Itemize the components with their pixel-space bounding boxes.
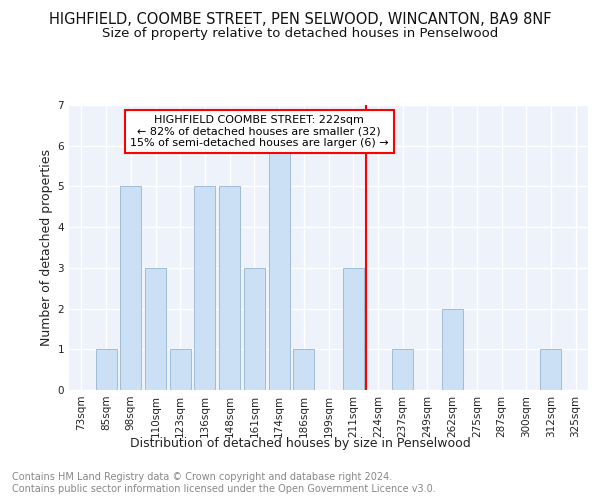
Bar <box>244 268 265 390</box>
Bar <box>170 350 191 390</box>
Bar <box>392 350 413 390</box>
Bar <box>219 186 240 390</box>
Bar <box>120 186 141 390</box>
Bar <box>145 268 166 390</box>
Text: Contains HM Land Registry data © Crown copyright and database right 2024.
Contai: Contains HM Land Registry data © Crown c… <box>12 472 436 494</box>
Bar <box>95 350 116 390</box>
Bar <box>194 186 215 390</box>
Bar <box>343 268 364 390</box>
Bar <box>541 350 562 390</box>
Bar <box>293 350 314 390</box>
Text: Distribution of detached houses by size in Penselwood: Distribution of detached houses by size … <box>130 438 470 450</box>
Text: HIGHFIELD, COOMBE STREET, PEN SELWOOD, WINCANTON, BA9 8NF: HIGHFIELD, COOMBE STREET, PEN SELWOOD, W… <box>49 12 551 28</box>
Text: HIGHFIELD COOMBE STREET: 222sqm
← 82% of detached houses are smaller (32)
15% of: HIGHFIELD COOMBE STREET: 222sqm ← 82% of… <box>130 115 389 148</box>
Y-axis label: Number of detached properties: Number of detached properties <box>40 149 53 346</box>
Bar <box>442 308 463 390</box>
Text: Size of property relative to detached houses in Penselwood: Size of property relative to detached ho… <box>102 28 498 40</box>
Bar <box>269 146 290 390</box>
